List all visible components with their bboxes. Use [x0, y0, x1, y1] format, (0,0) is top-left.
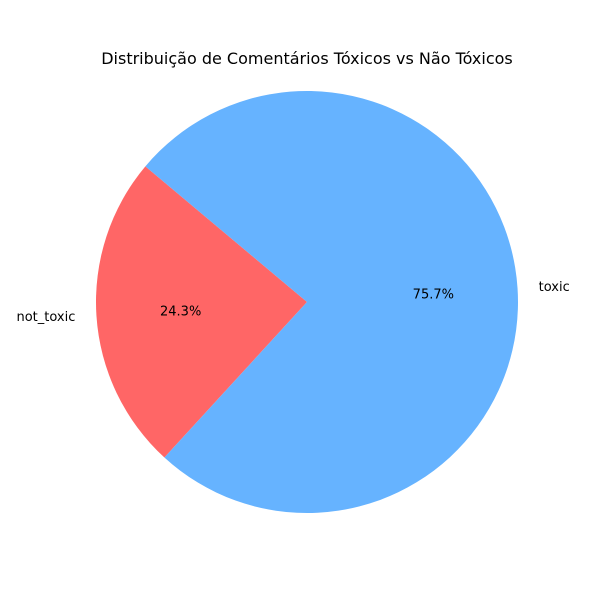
pie-labels: not_toxic 24.3% toxic 75.7% — [16, 280, 569, 325]
slice-label-not-toxic: not_toxic — [16, 310, 75, 325]
pct-label-not-toxic: 24.3% — [160, 304, 201, 319]
pct-label-toxic: 75.7% — [413, 288, 454, 303]
chart-title: Distribuição de Comentários Tóxicos vs N… — [101, 49, 513, 68]
pie-slice-toxic — [145, 90, 518, 513]
pie-slices — [95, 90, 518, 513]
pie-slice-not-toxic — [95, 166, 307, 458]
slice-label-toxic: toxic — [539, 280, 570, 295]
